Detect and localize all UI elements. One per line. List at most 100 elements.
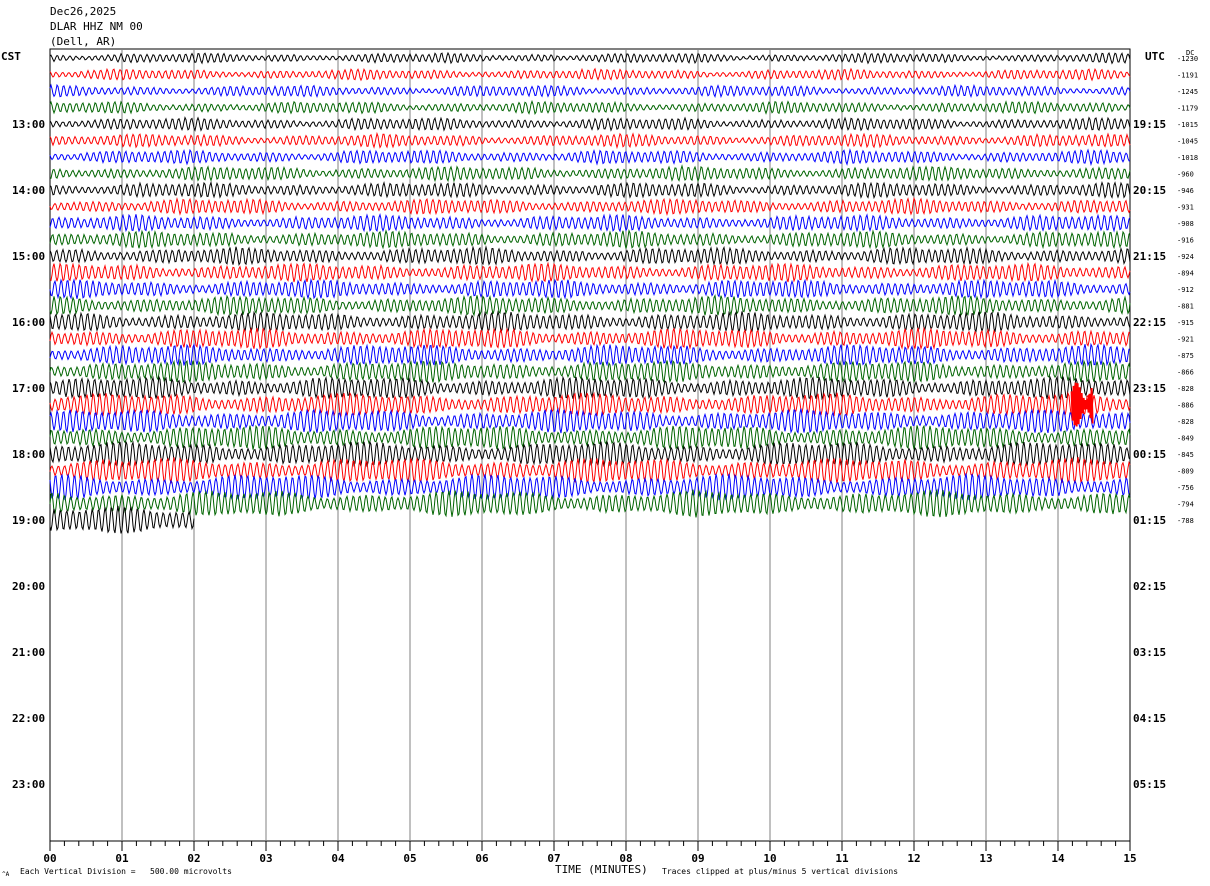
dc-offset-24: -849: [1177, 435, 1194, 443]
right-hour-label-2: 20:15: [1133, 184, 1166, 197]
dc-offset-2: -1191: [1177, 72, 1198, 80]
dc-offset-3: -1245: [1177, 88, 1198, 96]
left-hour-label-2: 14:00: [12, 184, 45, 197]
trace-row-18: [49, 326, 1131, 351]
header-date: Dec26,2025: [50, 5, 117, 18]
x-tick-label-04: 04: [331, 852, 345, 865]
left-hour-label-6: 18:00: [12, 448, 45, 461]
division-note: Each Vertical Division = 500.00 microvol…: [20, 867, 232, 876]
right-hour-label-7: 01:15: [1133, 514, 1166, 527]
trace-row-1: [49, 51, 1131, 65]
left-hour-label-3: 15:00: [12, 250, 45, 263]
x-tick-label-08: 08: [619, 852, 632, 865]
right-hour-label-11: 05:15: [1133, 778, 1166, 791]
x-tick-label-13: 13: [979, 852, 992, 865]
trace-row-13: [49, 245, 1131, 266]
trace-row-15: [49, 278, 1131, 300]
utc-axis-label: UTC: [1145, 50, 1165, 63]
dc-offset-7: -1018: [1177, 154, 1198, 162]
dc-offset-29: -788: [1177, 517, 1194, 525]
trace-row-25: [49, 440, 1131, 468]
dc-offset-16: -881: [1177, 303, 1194, 311]
trace-row-4: [49, 99, 1131, 115]
right-hour-label-9: 03:15: [1133, 646, 1166, 659]
x-tick-label-00: 00: [43, 852, 56, 865]
right-hour-label-5: 23:15: [1133, 382, 1166, 395]
x-tick-label-03: 03: [259, 852, 272, 865]
right-hour-label-4: 22:15: [1133, 316, 1166, 329]
trace-row-21: [49, 375, 1131, 401]
dc-offset-9: -946: [1177, 187, 1194, 195]
trace-row-7: [49, 148, 1131, 167]
header-station: DLAR HHZ NM 00: [50, 20, 143, 33]
dc-offset-18: -921: [1177, 336, 1194, 344]
dc-offset-23: -828: [1177, 418, 1194, 426]
dc-offset-10: -931: [1177, 204, 1194, 212]
x-tick-label-06: 06: [475, 852, 489, 865]
x-axis-title: TIME (MINUTES): [555, 863, 648, 876]
trace-row-29: [49, 505, 195, 534]
x-tick-label-15: 15: [1123, 852, 1136, 865]
seismic-traces: [49, 51, 1131, 534]
x-tick-label-05: 05: [403, 852, 416, 865]
trace-row-5: [49, 116, 1131, 132]
dc-offset-8: -960: [1177, 171, 1194, 179]
trace-row-26: [49, 457, 1131, 485]
dc-offset-14: -894: [1177, 270, 1194, 278]
trace-row-17: [49, 310, 1131, 334]
x-tick-label-09: 09: [691, 852, 704, 865]
right-hour-label-10: 04:15: [1133, 712, 1166, 725]
right-hour-label-1: 19:15: [1133, 118, 1166, 131]
minute-gridlines: [121, 49, 1059, 841]
dc-offset-22: -886: [1177, 402, 1194, 410]
dc-offset-4: -1179: [1177, 105, 1198, 113]
right-hour-label-8: 02:15: [1133, 580, 1166, 593]
hour-labels: 13:00 14:00 15:00 16:00 17:00 18:00 19:00 20:00…: [12, 118, 1166, 791]
left-hour-label-9: 21:00: [12, 646, 45, 659]
corner-mark: ^A: [2, 871, 10, 878]
header-location: (Dell, AR): [50, 35, 117, 48]
event-trace: [1070, 382, 1094, 427]
trace-row-11: [49, 213, 1131, 233]
dc-offset-21: -828: [1177, 385, 1194, 393]
trace-row-28: [49, 488, 1131, 518]
dc-offset-17: -915: [1177, 319, 1194, 327]
left-hour-label-1: 13:00: [12, 118, 45, 131]
dc-offset-6: -1045: [1177, 138, 1198, 146]
dc-offset-15: -912: [1177, 286, 1194, 294]
trace-row-9: [49, 180, 1131, 200]
trace-row-20: [49, 358, 1131, 384]
left-hour-label-5: 17:00: [12, 382, 45, 395]
dc-label: DC: [1186, 49, 1195, 57]
trace-row-2: [49, 67, 1131, 82]
dc-offset-20: -866: [1177, 369, 1194, 377]
x-tick-label-10: 10: [763, 852, 776, 865]
trace-row-10: [49, 196, 1131, 217]
trace-row-16: [49, 294, 1131, 317]
dc-offset-26: -809: [1177, 468, 1194, 476]
x-tick-label-14: 14: [1051, 852, 1065, 865]
x-tick-label-07: 07: [547, 852, 560, 865]
x-tick-label-02: 02: [187, 852, 200, 865]
dc-offset-19: -875: [1177, 352, 1194, 360]
trace-row-6: [49, 131, 1131, 150]
dc-offset-13: -924: [1177, 253, 1194, 261]
dc-offset-labels: -1230 -1191 -1245 -1179 -1015 -1045 -1018 -960 -…: [1177, 55, 1198, 525]
trace-row-3: [49, 83, 1131, 99]
dc-offset-25: -845: [1177, 451, 1194, 459]
dc-offset-28: -794: [1177, 501, 1194, 509]
plot-frame: [49, 48, 1131, 842]
left-hour-label-10: 22:00: [12, 712, 45, 725]
trace-row-14: [49, 261, 1131, 283]
trace-row-24: [49, 424, 1131, 450]
left-hour-label-8: 20:00: [12, 580, 45, 593]
trace-row-23: [49, 407, 1131, 435]
left-hour-label-11: 23:00: [12, 778, 45, 791]
cst-axis-label: CST: [1, 50, 21, 63]
right-hour-label-3: 21:15: [1133, 250, 1166, 263]
dc-offset-11: -908: [1177, 220, 1194, 228]
right-hour-label-6: 00:15: [1133, 448, 1166, 461]
trace-row-8: [49, 164, 1131, 183]
trace-row-19: [49, 342, 1131, 367]
x-tick-label-11: 11: [835, 852, 849, 865]
